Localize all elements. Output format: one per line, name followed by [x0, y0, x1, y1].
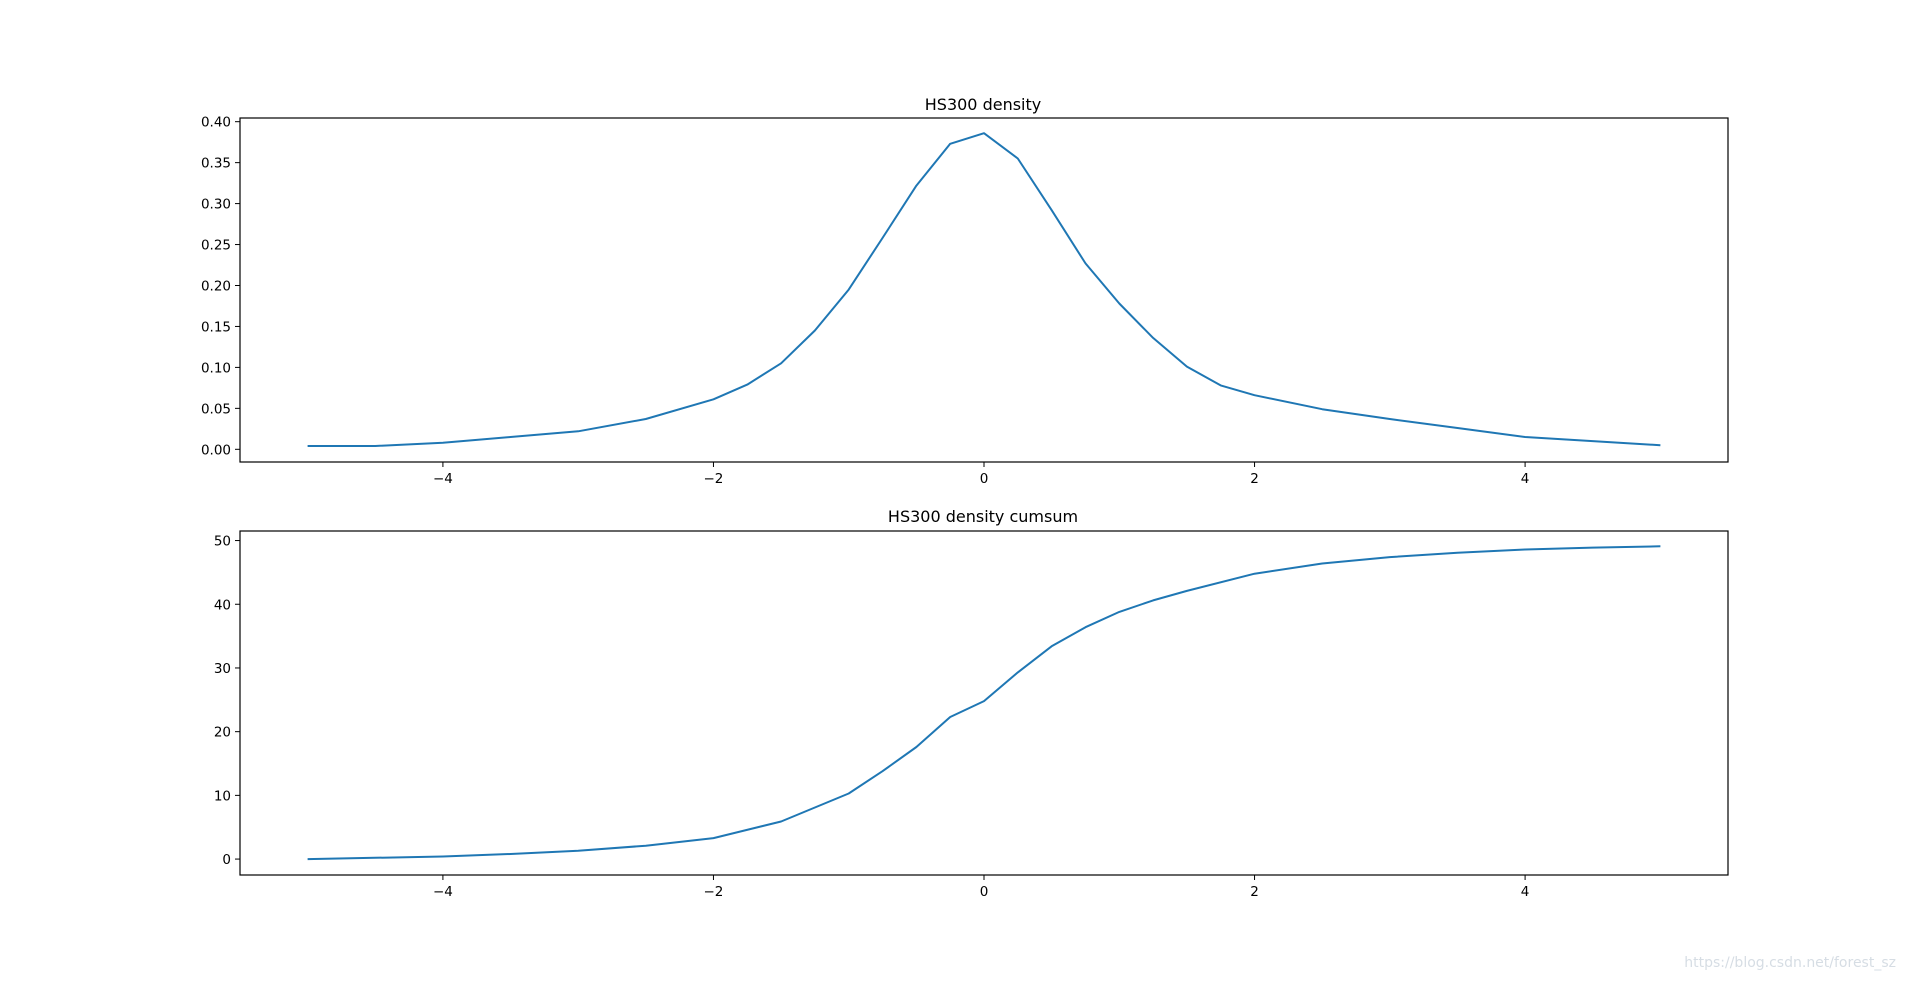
density-y-tick-label: 0.10 [201, 360, 231, 376]
density-axes-frame [239, 117, 1729, 463]
cumsum-y-tick-label: 30 [214, 661, 231, 677]
cumsum-y-tick-label: 0 [222, 852, 231, 868]
cumsum-y-tick-label: 50 [214, 534, 231, 550]
density-y-tick-label: 0.20 [201, 278, 231, 294]
density-x-tick-label: 0 [980, 471, 989, 487]
density-y-tick-label: 0.00 [201, 442, 231, 458]
cumsum-chart-title: HS300 density cumsum [888, 507, 1078, 526]
cumsum-x-tick-label: −2 [704, 884, 724, 900]
density-y-tick-label: 0.25 [201, 238, 231, 254]
density-x-tick-label: 4 [1521, 471, 1530, 487]
density-chart-title: HS300 density [925, 95, 1041, 114]
density-y-tick-label: 0.05 [201, 401, 231, 417]
cumsum-y-tick-label: 10 [214, 788, 231, 804]
density-axes: HS300 density −4 −2 0 2 4 0.00 0.05 0.10 0.15 0.2… [201, 95, 1729, 487]
density-y-tick-label: 0.35 [201, 156, 231, 172]
density-series-line [307, 132, 1661, 447]
cumsum-x-tick-label: 2 [1250, 884, 1259, 900]
cumsum-y-tick-label: 20 [214, 725, 231, 741]
density-y-tick-label: 0.40 [201, 115, 231, 131]
cumsum-x-tick-label: 4 [1521, 884, 1530, 900]
density-y-tick-label: 0.15 [201, 319, 231, 335]
density-x-tick-label: −4 [433, 471, 453, 487]
watermark-text: https://blog.csdn.net/forest_sz [1684, 955, 1896, 971]
cumsum-y-tick-label: 40 [214, 597, 231, 613]
density-x-tick-label: −2 [704, 471, 724, 487]
cumsum-axes-frame [239, 530, 1729, 876]
cumsum-x-tick-label: −4 [433, 884, 453, 900]
cumsum-series-line [307, 545, 1661, 861]
cumsum-x-tick-label: 0 [980, 884, 989, 900]
density-tick-group: −4 −2 0 2 4 0.00 0.05 0.10 0.15 0.20 0.25 0.30 0.35 0… [201, 115, 1529, 487]
density-x-tick-label: 2 [1250, 471, 1259, 487]
density-y-tick-label: 0.30 [201, 197, 231, 213]
